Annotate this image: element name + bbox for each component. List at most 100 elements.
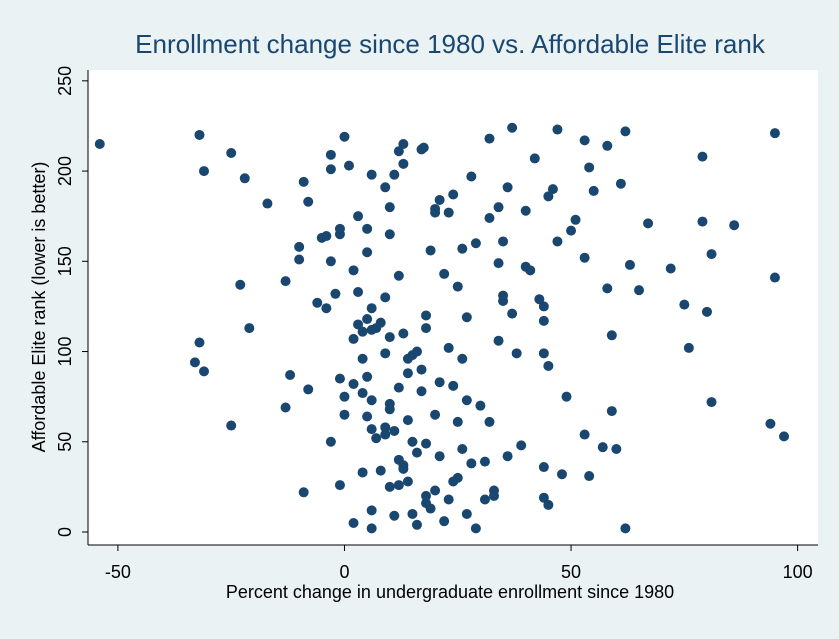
- point: [366, 303, 377, 314]
- point: [489, 485, 500, 496]
- point: [384, 398, 395, 409]
- point: [418, 142, 429, 153]
- point: [679, 299, 690, 310]
- point: [457, 353, 468, 364]
- point: [348, 265, 359, 276]
- point: [366, 424, 377, 435]
- point: [393, 270, 404, 281]
- y-axis-title: Affordable Elite rank (lower is better): [29, 162, 49, 453]
- point: [398, 328, 409, 339]
- point: [380, 182, 391, 193]
- point: [584, 471, 595, 482]
- point: [411, 447, 422, 458]
- point: [375, 317, 386, 328]
- point: [697, 151, 708, 162]
- point: [538, 301, 549, 312]
- point: [194, 337, 205, 348]
- point: [362, 314, 373, 325]
- point: [416, 364, 427, 375]
- point: [606, 406, 617, 417]
- point: [538, 348, 549, 359]
- point: [452, 416, 463, 427]
- point: [298, 176, 309, 187]
- point: [534, 294, 545, 305]
- y-tick-label: 250: [55, 66, 75, 96]
- y-tick-label: 0: [55, 527, 75, 537]
- point: [366, 395, 377, 406]
- point: [199, 366, 210, 377]
- point: [421, 310, 432, 321]
- point: [620, 523, 631, 534]
- point: [769, 272, 780, 283]
- point: [353, 286, 364, 297]
- point: [665, 263, 676, 274]
- point: [411, 519, 422, 530]
- point: [398, 158, 409, 169]
- point: [348, 517, 359, 528]
- point: [547, 184, 558, 195]
- point: [529, 153, 540, 164]
- point: [620, 126, 631, 137]
- point: [194, 129, 205, 140]
- point: [502, 182, 513, 193]
- point: [393, 480, 404, 491]
- y-tick-label: 100: [55, 337, 75, 367]
- point: [516, 440, 527, 451]
- point: [285, 369, 296, 380]
- point: [312, 297, 323, 308]
- point: [330, 288, 341, 299]
- point: [389, 510, 400, 521]
- point: [448, 380, 459, 391]
- point: [602, 283, 613, 294]
- point: [461, 508, 472, 519]
- point: [457, 243, 468, 254]
- point: [353, 319, 364, 330]
- y-tick-label: 50: [55, 432, 75, 452]
- x-axis-title: Percent change in undergraduate enrollme…: [226, 582, 674, 602]
- y-tick-label: 150: [55, 246, 75, 276]
- point: [448, 189, 459, 200]
- point: [407, 436, 418, 447]
- point: [366, 523, 377, 534]
- point: [475, 400, 486, 411]
- point: [493, 335, 504, 346]
- point: [479, 456, 490, 467]
- point: [384, 229, 395, 240]
- point: [779, 431, 790, 442]
- point: [362, 247, 373, 258]
- point: [434, 451, 445, 462]
- point: [425, 245, 436, 256]
- point: [484, 133, 495, 144]
- point: [466, 171, 477, 182]
- point: [439, 268, 450, 279]
- point: [538, 315, 549, 326]
- point: [765, 418, 776, 429]
- point: [611, 443, 622, 454]
- point: [407, 508, 418, 519]
- point: [470, 238, 481, 249]
- point: [706, 397, 717, 408]
- point: [344, 160, 355, 171]
- point: [439, 516, 450, 527]
- point: [334, 223, 345, 234]
- point: [94, 138, 105, 149]
- point: [520, 205, 531, 216]
- point: [371, 433, 382, 444]
- point: [502, 451, 513, 462]
- point: [298, 487, 309, 498]
- point: [416, 386, 427, 397]
- point: [357, 388, 368, 399]
- point: [294, 254, 305, 265]
- point: [411, 346, 422, 357]
- point: [498, 296, 509, 307]
- point: [380, 348, 391, 359]
- point: [421, 490, 432, 501]
- point: [421, 323, 432, 334]
- point: [402, 415, 413, 426]
- point: [525, 265, 536, 276]
- point: [280, 402, 291, 413]
- point: [498, 236, 509, 247]
- point: [443, 342, 454, 353]
- point: [597, 442, 608, 453]
- point: [470, 523, 481, 534]
